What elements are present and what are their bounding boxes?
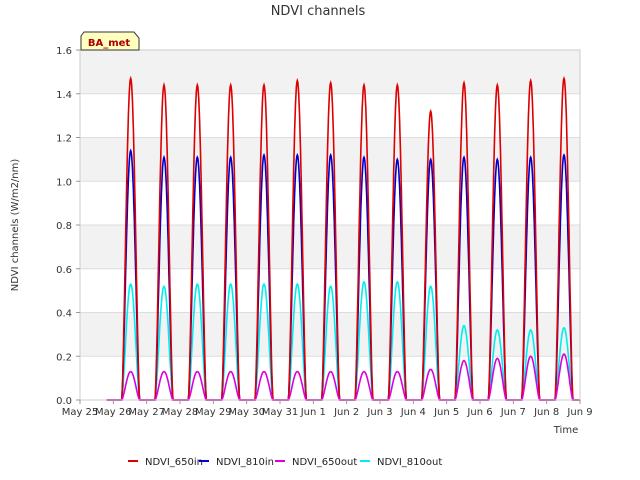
y-axis-ticks: 0.0 0.2 0.4 0.6 0.8 1.0 1.2 1.4 1.6: [56, 46, 80, 407]
x-tick-label: May 26: [95, 407, 132, 418]
series-day-curve: [373, 280, 414, 401]
x-tick-label: May 31: [262, 407, 299, 418]
series-day-curve: [373, 370, 414, 401]
y-axis-label: NDVI channels (W/m2/nm): [10, 159, 21, 292]
x-tick-label: Jun 4: [400, 407, 426, 418]
series-day-curve: [540, 353, 580, 401]
y-tick-label: 1.0: [56, 177, 72, 188]
series-day-curve: [173, 370, 214, 401]
x-tick-label: Jun 8: [533, 407, 559, 418]
series-day-curve: [473, 329, 514, 401]
series-day-curve: [540, 326, 580, 401]
grid-band: [80, 181, 580, 225]
legend-label: NDVI_810in: [216, 457, 274, 468]
series-day-curve: [506, 77, 547, 401]
y-tick-label: 0.6: [56, 265, 72, 276]
y-tick-label: 0.2: [56, 352, 72, 363]
series-day-curve: [540, 75, 580, 401]
series-day-curve: [140, 81, 180, 401]
x-tick-label: May 30: [228, 407, 265, 418]
y-tick-label: 0.4: [56, 309, 72, 320]
y-tick-label: 0.8: [56, 221, 72, 232]
y-tick-label: 1.6: [56, 46, 72, 57]
series-day-curve: [240, 370, 280, 401]
series-day-curve: [173, 82, 214, 401]
y-tick-label: 0.0: [56, 396, 72, 407]
series-day-curve: [106, 75, 147, 401]
series-day-curve: [273, 77, 314, 401]
x-tick-label: Jun 7: [500, 407, 526, 418]
series-day-curve: [140, 285, 180, 401]
series-day-curve: [340, 370, 380, 401]
series-day-curve: [173, 282, 214, 401]
x-tick-label: Jun 3: [366, 407, 392, 418]
series-layer: [106, 75, 580, 401]
series-day-curve: [240, 82, 280, 401]
series-day-curve: [206, 82, 247, 401]
badge-label: BA_met: [88, 38, 131, 49]
x-tick-label: May 25: [62, 407, 99, 418]
grid-band: [80, 312, 580, 357]
y-tick-label: 1.2: [56, 134, 72, 145]
series-day-curve: [140, 370, 180, 401]
grid-band: [80, 93, 580, 138]
series-day-curve: [406, 285, 447, 401]
station-badge: BA_met: [80, 31, 140, 51]
series-day-curve: [340, 280, 380, 401]
series-day-curve: [373, 82, 414, 401]
x-tick-label: Jun 1: [300, 407, 326, 418]
chart-title: NDVI channels: [271, 4, 366, 19]
legend-label: NDVI_810out: [377, 457, 442, 468]
series-day-curve: [306, 285, 347, 401]
series-day-curve: [506, 329, 547, 401]
x-tick-label: May 28: [162, 407, 199, 418]
series-day-curve: [440, 80, 480, 401]
grid-band: [80, 225, 580, 269]
x-tick-label: Jun 2: [333, 407, 359, 418]
x-axis-label: Time: [553, 425, 578, 436]
series-day-curve: [273, 282, 314, 401]
badge-box: [80, 31, 140, 51]
series-day-curve: [206, 282, 247, 401]
grid-band: [80, 356, 580, 400]
x-tick-label: May 29: [195, 407, 232, 418]
series-day-curve: [406, 108, 447, 401]
y-tick-label: 1.4: [56, 90, 72, 101]
legend-label: NDVI_650in: [145, 457, 203, 468]
series-ndvi_650out: [106, 353, 580, 401]
legend-label: NDVI_650out: [292, 457, 357, 468]
series-day-curve: [306, 370, 347, 401]
series-day-curve: [440, 324, 480, 401]
series-day-curve: [106, 370, 147, 401]
series-day-curve: [473, 357, 514, 401]
series-day-curve: [106, 282, 147, 401]
x-tick-label: Jun 6: [466, 407, 492, 418]
series-day-curve: [340, 82, 380, 401]
series-day-curve: [240, 282, 280, 401]
series-day-curve: [406, 368, 447, 401]
series-ndvi_810out: [106, 280, 580, 401]
x-tick-label: Jun 5: [433, 407, 459, 418]
legend: NDVI_650in NDVI_810in NDVI_650out NDVI_810o…: [128, 457, 442, 468]
x-tick-label: May 27: [128, 407, 165, 418]
series-ndvi_650in: [106, 75, 580, 401]
series-day-curve: [473, 82, 514, 401]
series-day-curve: [506, 355, 547, 401]
series-day-curve: [440, 359, 480, 401]
series-day-curve: [306, 80, 347, 401]
series-day-curve: [206, 370, 247, 401]
series-day-curve: [273, 370, 314, 401]
x-tick-label: Jun 9: [566, 407, 592, 418]
